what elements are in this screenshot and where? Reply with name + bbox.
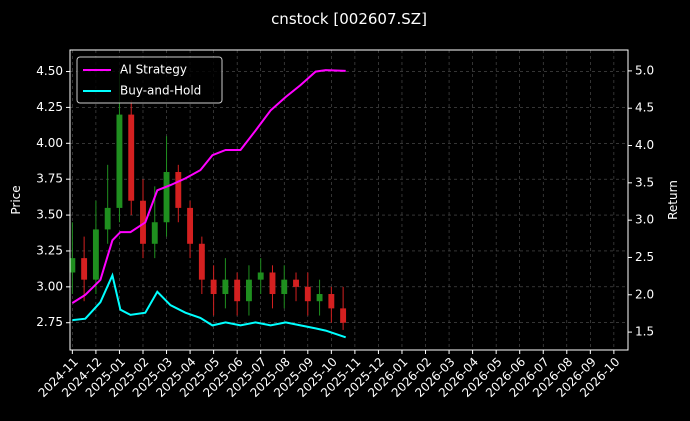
y2-tick-label: 4.0 [635,138,654,152]
y2-axis-label: Return [666,180,680,220]
y2-tick-label: 2.5 [635,250,654,264]
candle-body [269,272,276,295]
candle-body [328,294,335,309]
candle-body [210,279,217,295]
candle-body [128,114,135,201]
candle-body [163,172,170,223]
candle-body [293,279,299,287]
candle-body [222,279,229,295]
candle-body [69,258,76,273]
candle-body [116,114,123,208]
candle-body [340,308,347,323]
legend-label: AI Strategy [120,63,187,77]
candle-body [245,279,252,302]
legend-box [76,56,223,104]
legend-label: Buy-and-Hold [120,84,201,98]
y-tick-label: 4.25 [36,100,63,114]
series-line [71,69,346,304]
y-tick-label: 4.00 [36,136,63,150]
candle-body [104,207,111,230]
y-tick-label: 4.50 [36,64,63,78]
y2-tick-label: 3.5 [635,175,654,189]
y-tick-label: 3.50 [36,208,63,222]
candle-body [281,279,288,295]
candle-body [140,200,146,244]
y2-tick-label: 5.0 [635,63,654,77]
candle-body [257,272,264,280]
y-tick-label: 2.75 [36,315,63,329]
plot-frame [69,49,629,351]
candle-body [92,229,99,280]
candle-body [187,207,194,244]
candle-body [316,294,323,302]
candle-body [304,286,311,302]
y-axis-label: Price [9,185,23,214]
candle-body [81,258,88,280]
y2-tick-label: 3.0 [635,213,654,227]
chart-title: cnstock [002607.SZ] [271,10,427,28]
y2-tick-label: 4.5 [635,101,654,115]
y2-tick-label: 2.0 [635,287,654,301]
y2-tick-label: 1.5 [635,325,654,339]
series-line [72,272,347,339]
candle-body [234,279,241,302]
candle-body [175,172,182,208]
y-tick-label: 3.75 [36,172,63,186]
y-tick-label: 3.25 [36,243,63,257]
y-tick-label: 3.00 [36,279,63,293]
candle-body [151,222,158,244]
candle-body [198,243,205,280]
